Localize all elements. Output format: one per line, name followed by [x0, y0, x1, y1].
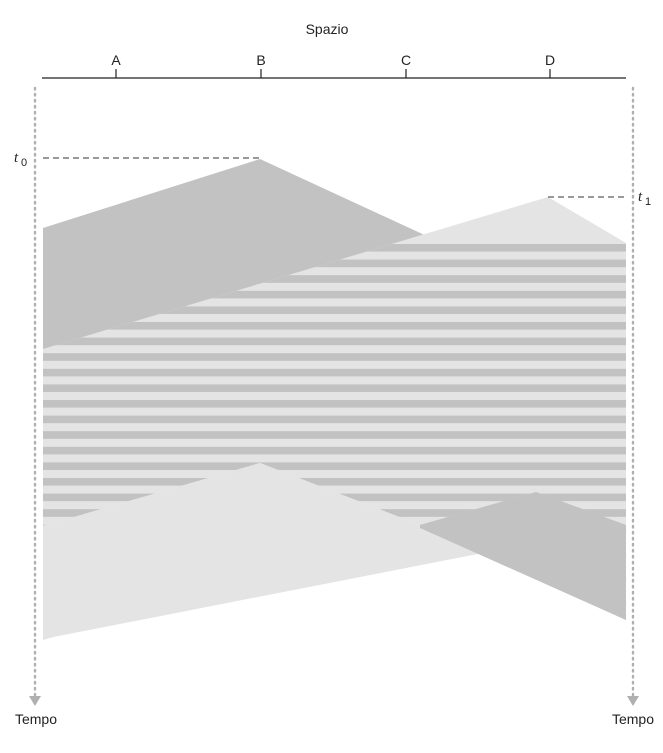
- light-band-lower: [43, 463, 430, 640]
- overlap-stripe: [43, 462, 626, 470]
- t0-subscript: 0: [21, 157, 27, 169]
- overlap-stripe: [43, 478, 626, 486]
- overlap-stripe: [43, 368, 626, 377]
- t1-subscript: 1: [645, 196, 651, 208]
- overlap-stripe: [43, 353, 626, 361]
- t1-label: t: [638, 189, 643, 205]
- overlap-striped-region: [43, 232, 626, 526]
- overlap-stripe: [43, 415, 626, 424]
- station-label-d: D: [545, 52, 555, 68]
- station-label-c: C: [401, 52, 411, 68]
- time-arrow-left: [29, 696, 41, 706]
- station-label-b: B: [256, 52, 265, 68]
- overlap-stripe: [43, 306, 626, 314]
- overlap-stripe: [43, 322, 626, 330]
- time-label-right: Tempo: [612, 711, 654, 727]
- overlap-stripe: [43, 337, 626, 346]
- dark-band-lower: [420, 492, 626, 620]
- overlap-stripe: [43, 275, 626, 283]
- t0-label: t: [14, 150, 19, 166]
- space-axis-title: Spazio: [306, 21, 349, 37]
- time-arrow-right: [627, 696, 639, 706]
- overlap-stripe: [43, 431, 626, 439]
- overlap-stripe: [43, 259, 626, 268]
- overlap-stripe: [43, 290, 626, 299]
- time-label-left: Tempo: [15, 711, 57, 727]
- overlap-stripe: [43, 384, 626, 392]
- station-label-a: A: [111, 52, 121, 68]
- overlap-stripe: [43, 446, 626, 455]
- overlap-stripe: [43, 400, 626, 408]
